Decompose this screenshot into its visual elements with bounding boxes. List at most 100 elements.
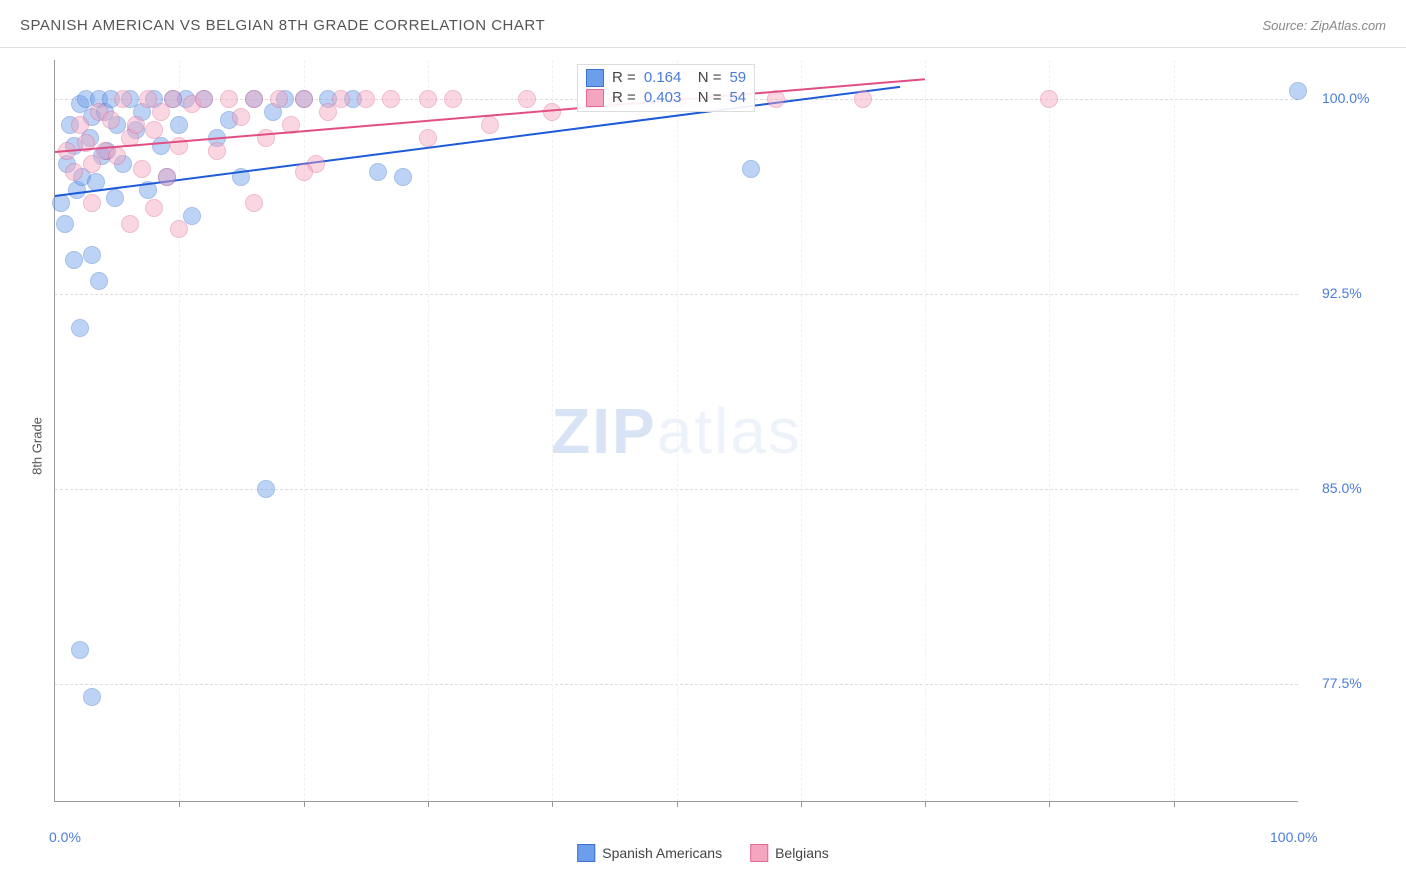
- data-point: [245, 194, 263, 212]
- gridline-v: [1174, 60, 1175, 801]
- data-point: [71, 641, 89, 659]
- stats-r-value: 0.164: [644, 69, 682, 86]
- y-axis-label: 8th Grade: [29, 417, 44, 475]
- x-tick: [1174, 801, 1175, 807]
- data-point: [83, 688, 101, 706]
- data-point: [481, 116, 499, 134]
- stats-swatch: [586, 69, 604, 87]
- stats-box: R = 0.164 N = 59R = 0.403 N = 54: [577, 64, 755, 112]
- data-point: [90, 272, 108, 290]
- gridline-v: [179, 60, 180, 801]
- stats-n-label: N =: [689, 69, 721, 86]
- stats-r-label: R =: [612, 89, 636, 106]
- stats-row: R = 0.164 N = 59: [586, 69, 746, 87]
- data-point: [106, 189, 124, 207]
- x-tick: [179, 801, 180, 807]
- x-tick: [304, 801, 305, 807]
- data-point: [145, 121, 163, 139]
- legend-item: Belgians: [750, 844, 829, 862]
- legend-swatch: [577, 844, 595, 862]
- stats-n-value: 54: [729, 89, 746, 106]
- data-point: [108, 147, 126, 165]
- data-point: [232, 108, 250, 126]
- data-point: [83, 246, 101, 264]
- data-point: [257, 129, 275, 147]
- gridline-v: [801, 60, 802, 801]
- data-point: [543, 103, 561, 121]
- data-point: [419, 90, 437, 108]
- y-tick-label: 92.5%: [1322, 285, 1362, 301]
- data-point: [518, 90, 536, 108]
- data-point: [1289, 82, 1307, 100]
- data-point: [295, 163, 313, 181]
- gridline-v: [428, 60, 429, 801]
- watermark-bold: ZIP: [551, 395, 657, 467]
- gridline-v: [925, 60, 926, 801]
- data-point: [444, 90, 462, 108]
- data-point: [145, 199, 163, 217]
- data-point: [382, 90, 400, 108]
- data-point: [208, 142, 226, 160]
- data-point: [102, 111, 120, 129]
- stats-r-value: 0.403: [644, 89, 682, 106]
- data-point: [133, 160, 151, 178]
- data-point: [357, 90, 375, 108]
- x-tick-label: 0.0%: [49, 829, 81, 845]
- x-tick: [428, 801, 429, 807]
- legend: Spanish Americans Belgians: [577, 844, 829, 862]
- data-point: [56, 215, 74, 233]
- data-point: [71, 116, 89, 134]
- data-point: [270, 90, 288, 108]
- chart-source: Source: ZipAtlas.com: [1262, 18, 1386, 33]
- data-point: [394, 168, 412, 186]
- data-point: [114, 90, 132, 108]
- legend-swatch: [750, 844, 768, 862]
- x-tick: [801, 801, 802, 807]
- data-point: [195, 90, 213, 108]
- data-point: [257, 480, 275, 498]
- data-point: [152, 137, 170, 155]
- data-point: [83, 194, 101, 212]
- watermark-light: atlas: [657, 395, 802, 467]
- data-point: [127, 116, 145, 134]
- data-point: [220, 90, 238, 108]
- data-point: [71, 319, 89, 337]
- gridline-v: [1049, 60, 1050, 801]
- plot-area: ZIPatlas 100.0%92.5%85.0%77.5%0.0%100.0%…: [54, 60, 1298, 802]
- gridline-v: [677, 60, 678, 801]
- stats-r-label: R =: [612, 69, 636, 86]
- data-point: [419, 129, 437, 147]
- chart-header: SPANISH AMERICAN VS BELGIAN 8TH GRADE CO…: [0, 0, 1406, 48]
- data-point: [245, 90, 263, 108]
- data-point: [65, 163, 83, 181]
- y-tick-label: 100.0%: [1322, 90, 1369, 106]
- gridline-v: [552, 60, 553, 801]
- data-point: [164, 90, 182, 108]
- x-tick: [677, 801, 678, 807]
- data-point: [332, 90, 350, 108]
- chart-title: SPANISH AMERICAN VS BELGIAN 8TH GRADE CO…: [20, 17, 545, 34]
- x-tick: [925, 801, 926, 807]
- stats-n-label: N =: [689, 89, 721, 106]
- legend-label: Spanish Americans: [602, 845, 722, 861]
- stats-n-value: 59: [729, 69, 746, 86]
- y-tick-label: 77.5%: [1322, 675, 1362, 691]
- data-point: [1040, 90, 1058, 108]
- stats-row: R = 0.403 N = 54: [586, 89, 746, 107]
- x-tick-label: 100.0%: [1270, 829, 1317, 845]
- data-point: [854, 90, 872, 108]
- data-point: [170, 116, 188, 134]
- legend-label: Belgians: [775, 845, 829, 861]
- data-point: [742, 160, 760, 178]
- legend-item: Spanish Americans: [577, 844, 722, 862]
- x-tick: [1049, 801, 1050, 807]
- data-point: [369, 163, 387, 181]
- data-point: [158, 168, 176, 186]
- data-point: [295, 90, 313, 108]
- stats-swatch: [586, 89, 604, 107]
- data-point: [121, 215, 139, 233]
- data-point: [170, 220, 188, 238]
- x-tick: [552, 801, 553, 807]
- data-point: [65, 251, 83, 269]
- y-tick-label: 85.0%: [1322, 480, 1362, 496]
